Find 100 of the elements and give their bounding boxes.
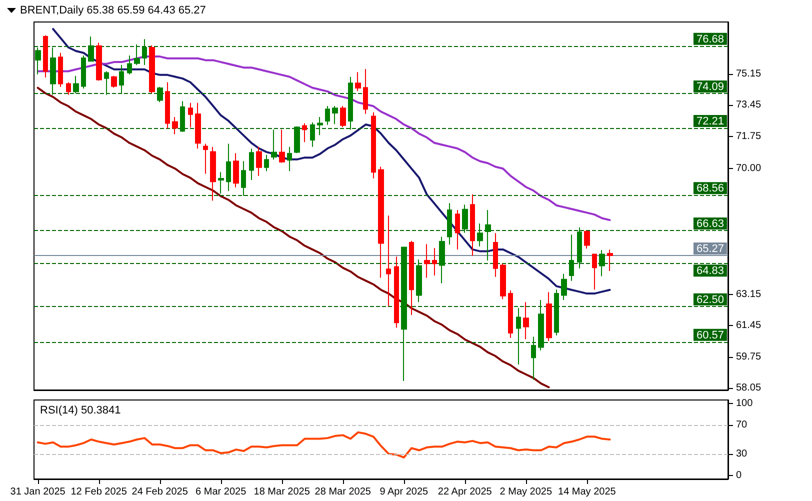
candlestick bbox=[477, 223, 483, 247]
line-series bbox=[36, 56, 611, 222]
candlestick bbox=[271, 129, 277, 160]
candlestick bbox=[279, 129, 285, 164]
candlestick bbox=[500, 263, 506, 300]
chart-title: RSI(14) 50.3841 bbox=[40, 404, 121, 416]
candlestick bbox=[294, 126, 300, 154]
ref-line-label: 66.63 bbox=[696, 218, 724, 230]
candlestick bbox=[81, 54, 86, 90]
y-tick-label: 0 bbox=[736, 470, 742, 481]
candlestick bbox=[332, 105, 338, 125]
candlestick bbox=[317, 116, 323, 136]
candlestick bbox=[538, 299, 544, 351]
ref-line-label: 68.56 bbox=[696, 182, 724, 195]
candlestick bbox=[180, 100, 185, 132]
x-tick-label: 9 Apr 2025 bbox=[380, 486, 429, 498]
x-tick-label: 24 Feb 2025 bbox=[132, 486, 188, 498]
candlestick bbox=[50, 47, 56, 96]
candlestick bbox=[340, 105, 346, 128]
ref-line-label: 60.57 bbox=[696, 329, 724, 342]
candlestick bbox=[363, 68, 368, 114]
y-tick-label: 70 bbox=[736, 420, 748, 431]
candlestick bbox=[104, 70, 109, 96]
candlestick bbox=[432, 247, 437, 276]
candlestick bbox=[485, 209, 491, 261]
candlestick bbox=[203, 143, 208, 174]
x-tick-label: 14 May 2025 bbox=[558, 486, 616, 498]
candlestick bbox=[302, 122, 307, 143]
ref-line-label: 74.09 bbox=[696, 80, 724, 93]
candlestick bbox=[394, 256, 399, 328]
candlestick bbox=[241, 160, 246, 196]
candlestick bbox=[43, 34, 48, 78]
candlestick bbox=[348, 76, 353, 130]
x-tick-label: 2 May 2025 bbox=[500, 486, 552, 498]
candlestick bbox=[577, 226, 582, 269]
candlestick bbox=[386, 215, 391, 307]
ref-line-label: 65.27 bbox=[696, 243, 724, 256]
candlestick bbox=[66, 82, 71, 96]
x-tick-label: 18 Mar 2025 bbox=[254, 486, 310, 498]
candlestick bbox=[584, 230, 590, 250]
candlestick bbox=[424, 244, 430, 278]
ref-line-label: 76.68 bbox=[696, 33, 724, 46]
candlestick bbox=[401, 246, 407, 382]
candlestick bbox=[96, 42, 102, 82]
candlestick bbox=[210, 146, 216, 202]
line-series bbox=[36, 431, 611, 458]
candlestick bbox=[35, 47, 41, 75]
candlestick bbox=[493, 232, 498, 278]
candlestick bbox=[134, 44, 140, 66]
y-tick-label: 30 bbox=[736, 448, 748, 460]
chart-title: BRENT,Daily 65.38 65.59 64.43 65.27 bbox=[20, 4, 206, 16]
candlestick bbox=[310, 122, 315, 148]
candlestick bbox=[111, 75, 117, 88]
candlestick bbox=[470, 194, 475, 256]
candlestick bbox=[462, 204, 468, 234]
candlestick bbox=[378, 166, 384, 278]
candlestick bbox=[157, 86, 163, 103]
y-tick-label: 58.05 bbox=[736, 382, 762, 394]
candlestick bbox=[233, 152, 239, 188]
candlestick bbox=[592, 254, 597, 290]
candlestick bbox=[355, 72, 361, 92]
candlestick bbox=[439, 236, 445, 284]
candlestick bbox=[371, 112, 376, 179]
x-tick-label: 22 Apr 2025 bbox=[438, 486, 492, 498]
y-tick-label: 71.75 bbox=[736, 130, 762, 142]
candlestick bbox=[264, 154, 269, 172]
candlestick bbox=[149, 44, 155, 94]
x-tick-label: 28 Mar 2025 bbox=[314, 486, 372, 498]
ref-line-label: 64.83 bbox=[696, 265, 724, 278]
x-tick-label: 12 Feb 2025 bbox=[70, 486, 128, 498]
candlestick bbox=[516, 307, 521, 365]
candlestick bbox=[172, 116, 178, 135]
candlestick bbox=[531, 336, 536, 380]
candlestick bbox=[58, 52, 63, 88]
candlestick bbox=[546, 292, 552, 342]
ref-line-label: 62.50 bbox=[696, 294, 724, 306]
x-tick-label: 6 Mar 2025 bbox=[196, 486, 247, 498]
candlestick bbox=[455, 209, 460, 250]
candlestick bbox=[287, 146, 292, 172]
candlestick bbox=[325, 105, 330, 126]
candlestick bbox=[88, 36, 94, 62]
y-tick-label: 73.45 bbox=[736, 100, 762, 111]
y-tick-label: 75.15 bbox=[736, 68, 762, 80]
line-series bbox=[36, 86, 550, 388]
y-tick-label: 59.75 bbox=[736, 351, 762, 362]
line-series bbox=[52, 28, 611, 295]
candlestick bbox=[508, 290, 513, 338]
candlestick bbox=[142, 38, 147, 66]
y-tick-label: 70.00 bbox=[736, 163, 762, 174]
candlestick bbox=[561, 273, 567, 300]
candlestick bbox=[119, 64, 124, 94]
candlestick bbox=[607, 249, 613, 272]
ref-line-label: 72.21 bbox=[696, 116, 724, 128]
y-tick-label: 63.15 bbox=[736, 288, 762, 300]
y-tick-label: 61.45 bbox=[736, 320, 762, 332]
candlestick bbox=[569, 234, 574, 282]
candlestick bbox=[249, 148, 254, 181]
candlestick bbox=[447, 202, 452, 246]
candlestick bbox=[218, 172, 224, 194]
candlestick bbox=[416, 259, 422, 303]
